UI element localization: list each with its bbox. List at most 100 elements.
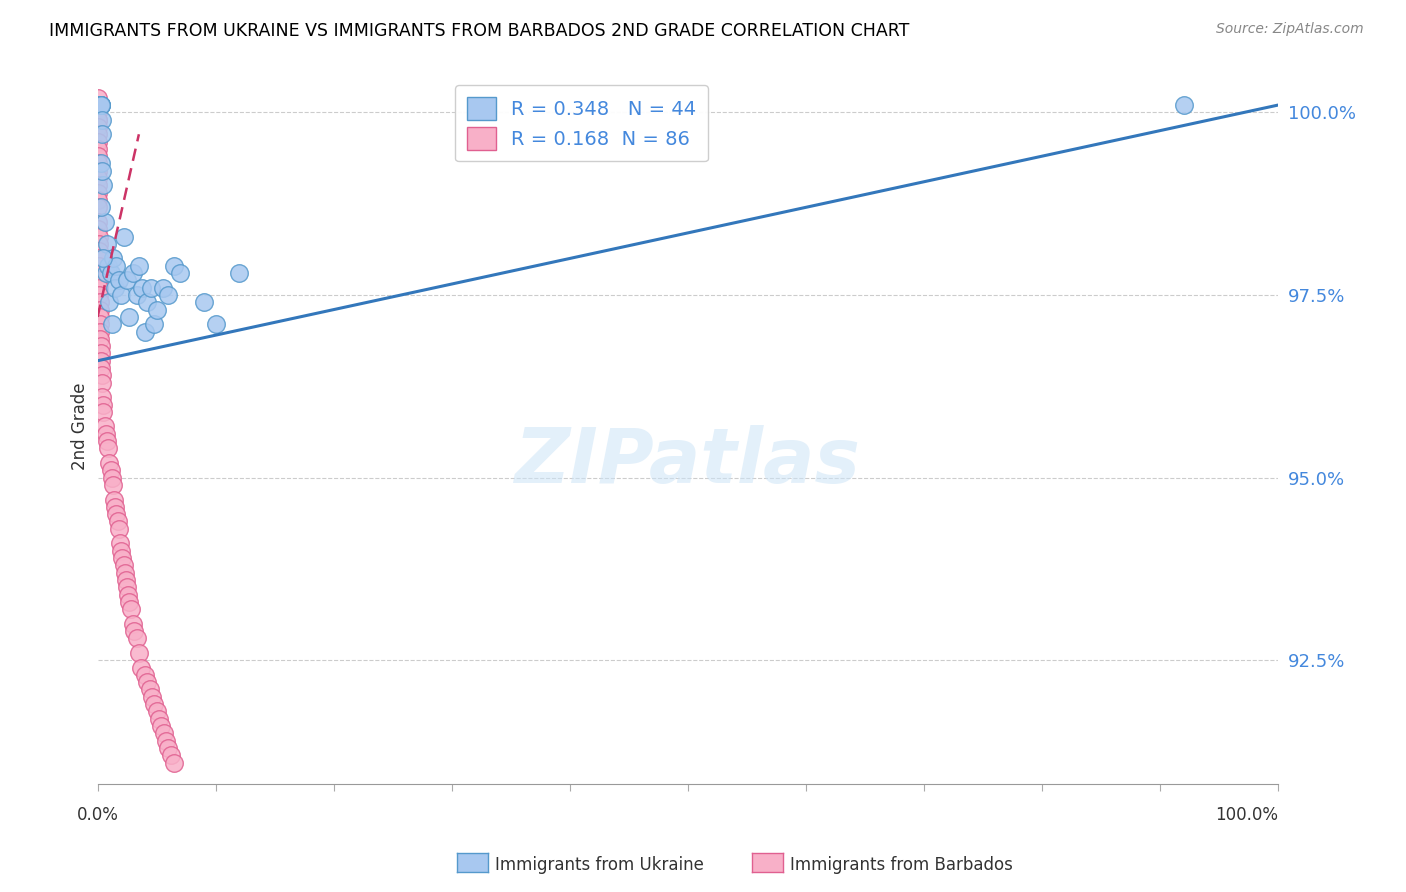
Point xyxy=(86,222,108,236)
Point xyxy=(159,748,181,763)
Point xyxy=(104,500,127,514)
Point xyxy=(89,295,111,310)
Point xyxy=(122,266,145,280)
Legend: R = 0.348   N = 44, R = 0.168  N = 86: R = 0.348 N = 44, R = 0.168 N = 86 xyxy=(456,86,709,161)
Text: 100.0%: 100.0% xyxy=(1215,806,1278,824)
Point xyxy=(134,668,156,682)
Point xyxy=(150,719,173,733)
Point xyxy=(204,317,226,331)
Y-axis label: 2nd Grade: 2nd Grade xyxy=(72,383,89,470)
Point xyxy=(90,361,112,376)
Point xyxy=(86,186,108,200)
Point xyxy=(157,288,180,302)
Point xyxy=(111,551,134,566)
Point xyxy=(103,492,125,507)
Point xyxy=(89,332,111,346)
Point xyxy=(143,697,166,711)
Point xyxy=(93,405,115,419)
Point xyxy=(91,376,114,390)
Point xyxy=(100,266,122,280)
Point xyxy=(86,178,108,193)
Point xyxy=(163,756,186,770)
Point xyxy=(96,236,118,251)
Text: Immigrants from Ukraine: Immigrants from Ukraine xyxy=(495,856,704,874)
Point xyxy=(97,442,120,456)
Point xyxy=(108,522,131,536)
Point xyxy=(93,178,115,193)
Point xyxy=(97,259,120,273)
Point xyxy=(138,682,160,697)
Point xyxy=(136,675,159,690)
Point xyxy=(87,229,110,244)
Point xyxy=(86,98,108,112)
Point xyxy=(100,317,122,331)
Point xyxy=(87,259,110,273)
Point xyxy=(108,536,131,550)
Point xyxy=(89,317,111,331)
Point xyxy=(89,325,111,339)
Point xyxy=(90,98,112,112)
Point xyxy=(114,566,136,580)
Point xyxy=(115,580,138,594)
Point xyxy=(115,273,138,287)
Point xyxy=(157,740,180,755)
Point xyxy=(87,236,110,251)
Point xyxy=(93,419,115,434)
Point xyxy=(87,273,110,287)
Point xyxy=(143,317,166,331)
Point xyxy=(90,98,112,112)
Point xyxy=(93,398,115,412)
Point xyxy=(98,456,121,470)
Point xyxy=(115,573,138,587)
Point xyxy=(90,156,112,170)
Point xyxy=(86,200,108,214)
Point xyxy=(86,105,108,120)
Point xyxy=(91,128,114,142)
Point xyxy=(89,310,111,324)
Point xyxy=(125,632,148,646)
Point xyxy=(90,346,112,360)
Point xyxy=(139,281,162,295)
Point xyxy=(94,426,117,441)
Point xyxy=(86,128,108,142)
Point xyxy=(112,229,135,244)
Point xyxy=(86,149,108,163)
Point xyxy=(91,112,114,127)
Point xyxy=(86,98,108,112)
Point xyxy=(86,112,108,127)
Point xyxy=(163,259,186,273)
Point xyxy=(87,288,110,302)
Point xyxy=(112,558,135,573)
Point xyxy=(90,98,112,112)
Point xyxy=(89,302,111,317)
Point xyxy=(145,705,167,719)
Point xyxy=(98,295,121,310)
Point xyxy=(96,434,118,449)
Point xyxy=(105,507,128,521)
Point xyxy=(86,193,108,207)
Point xyxy=(101,478,124,492)
Text: Source: ZipAtlas.com: Source: ZipAtlas.com xyxy=(1216,22,1364,37)
Point xyxy=(152,281,174,295)
Point xyxy=(148,712,170,726)
Point xyxy=(1173,98,1195,112)
Point xyxy=(90,98,112,112)
Point xyxy=(90,339,112,353)
Point xyxy=(155,733,177,747)
Point xyxy=(91,368,114,383)
Text: Immigrants from Barbados: Immigrants from Barbados xyxy=(790,856,1014,874)
Point xyxy=(136,295,159,310)
Point xyxy=(104,281,127,295)
Point xyxy=(94,266,117,280)
Point xyxy=(152,726,174,740)
Point xyxy=(89,98,111,112)
Point xyxy=(90,353,112,368)
Point xyxy=(110,543,132,558)
Point xyxy=(93,215,115,229)
Point xyxy=(131,281,153,295)
Point xyxy=(120,602,142,616)
Point xyxy=(105,259,128,273)
Point xyxy=(86,171,108,186)
Point xyxy=(117,587,139,601)
Point xyxy=(122,616,145,631)
